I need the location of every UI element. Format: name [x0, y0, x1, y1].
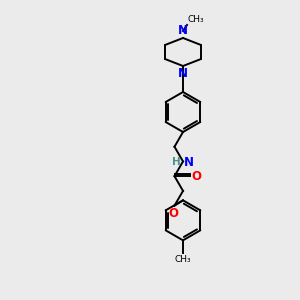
- Text: H: H: [172, 158, 181, 167]
- Text: O: O: [191, 170, 202, 183]
- Text: N: N: [184, 156, 194, 169]
- Text: N: N: [178, 67, 188, 80]
- Text: O: O: [169, 207, 178, 220]
- Text: CH₃: CH₃: [175, 255, 191, 264]
- Text: N: N: [178, 24, 188, 37]
- Text: CH₃: CH₃: [188, 15, 205, 24]
